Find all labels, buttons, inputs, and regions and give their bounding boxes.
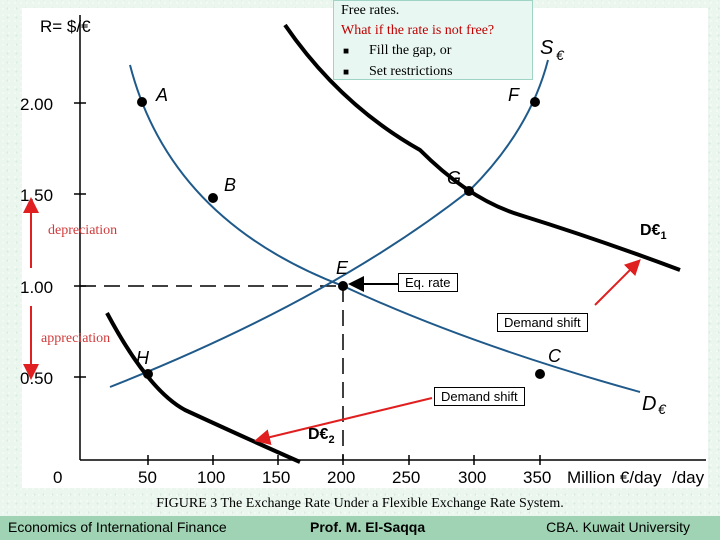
- supply-curve-label: S: [540, 37, 554, 59]
- x-tick-label: 0: [53, 468, 62, 487]
- callout-bullet: ■ Set restrictions: [341, 62, 532, 83]
- footer-course-title: Economics of International Finance: [8, 519, 227, 535]
- figure-caption: FIGURE 3 The Exchange Rate Under a Flexi…: [156, 496, 564, 511]
- point-e-label: E: [336, 258, 349, 278]
- callout-question: What if the rate is not free?: [341, 23, 495, 38]
- y-tick-label: 1.00: [20, 278, 53, 297]
- callout-bullet-text: Fill the gap, or: [369, 43, 452, 58]
- point-c-label: C: [548, 346, 562, 366]
- supply-curve: [109, 59, 549, 388]
- callout-bullet-text: Set restrictions: [369, 64, 453, 79]
- demand-shift-label: Demand shift: [497, 313, 588, 332]
- eq-rate-label: Eq. rate: [398, 273, 458, 292]
- demand-shift-label: Demand shift: [434, 387, 525, 406]
- depreciation-label: depreciation: [48, 223, 118, 238]
- y-axis-title: R= $/€: [40, 17, 91, 36]
- callout-box: Free rates. What if the rate is not free…: [333, 0, 533, 80]
- y-tick-label: 2.00: [20, 95, 53, 114]
- supply-curve-subscript: €: [556, 47, 565, 63]
- point-b-marker: [208, 193, 218, 203]
- demand-curve-d1-label: D€1: [640, 222, 667, 243]
- x-tick-label: 100: [197, 468, 225, 487]
- demand-shift-arrow-left: [254, 397, 433, 445]
- y-tick-label: 1.50: [20, 186, 53, 205]
- point-a-marker: [137, 97, 147, 107]
- footer-institution: CBA. Kuwait University: [546, 519, 690, 535]
- x-tick-label: 150: [262, 468, 290, 487]
- curve-points: [137, 97, 545, 379]
- square-bullet-icon: ■: [343, 67, 350, 78]
- callout-title: Free rates.: [341, 3, 400, 18]
- callout-bullet: ■ Fill the gap, or: [341, 41, 532, 62]
- point-f-label: F: [508, 85, 520, 105]
- x-tick-label: 350: [523, 468, 551, 487]
- x-tick-label: 250: [392, 468, 420, 487]
- time-unit-suffix: /day: [672, 468, 705, 487]
- footer-author: Prof. M. El-Saqqa: [310, 519, 426, 535]
- point-b-label: B: [224, 175, 236, 195]
- demand-curve-subscript: €: [658, 401, 667, 417]
- point-c-marker: [535, 369, 545, 379]
- point-h-marker: [143, 369, 153, 379]
- x-tick-label: 200: [327, 468, 355, 487]
- point-a-label: A: [155, 85, 168, 105]
- appreciation-label: appreciation: [41, 331, 111, 346]
- point-h-label: H: [136, 348, 150, 368]
- x-tick-label: 50: [138, 468, 157, 487]
- y-tick-label: 0.50: [20, 369, 53, 388]
- square-bullet-icon: ■: [343, 46, 350, 57]
- x-axis-unit: Million €/day: [567, 468, 662, 487]
- point-g-marker: [464, 186, 474, 196]
- point-g-label: G: [447, 168, 461, 188]
- x-tick-label: 300: [458, 468, 486, 487]
- point-f-marker: [530, 97, 540, 107]
- footer-bar: [0, 516, 720, 540]
- demand-curve-d2-label: D€2: [308, 426, 335, 447]
- demand-curve-d2: [105, 312, 301, 464]
- point-e-marker: [338, 281, 348, 291]
- demand-shift-arrow-right: [594, 259, 641, 306]
- demand-curve-label: D: [642, 393, 656, 415]
